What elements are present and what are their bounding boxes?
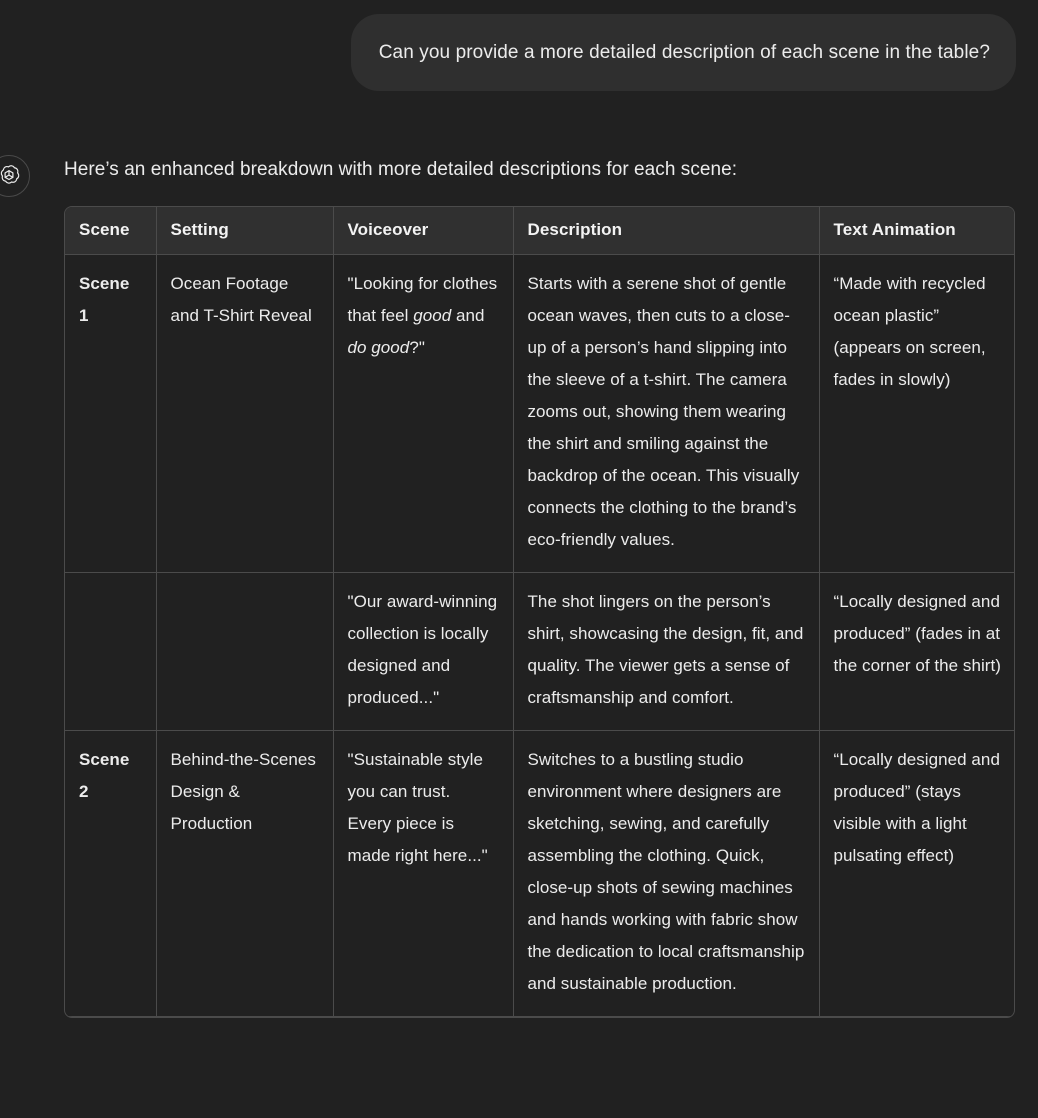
voiceover-text-prefix: "Looking for clothes that feel <box>347 274 498 325</box>
cell-text-animation: “Made with recycled ocean plastic” (appe… <box>819 254 1014 573</box>
cell-setting: Behind-the-Scenes Design & Production <box>156 730 334 1017</box>
table-body: Scene 1 Ocean Footage and T-Shirt Reveal… <box>65 254 1014 1017</box>
user-message-bubble[interactable]: Can you provide a more detailed descript… <box>350 14 1016 91</box>
column-header-scene: Scene <box>65 207 157 255</box>
cell-description: Switches to a bustling studio environmen… <box>513 730 820 1017</box>
column-header-description: Description <box>513 207 820 255</box>
assistant-message-row: Here’s an enhanced breakdown with more d… <box>0 155 1038 1018</box>
table-row: Scene 1 Ocean Footage and T-Shirt Reveal… <box>65 254 1014 573</box>
voiceover-emphasis-good: good <box>413 306 452 325</box>
cell-setting <box>156 572 334 731</box>
column-header-text-animation: Text Animation <box>819 207 1014 255</box>
table-header-row: Scene Setting Voiceover Description Text… <box>65 207 1014 255</box>
column-header-voiceover: Voiceover <box>333 207 514 255</box>
table-header: Scene Setting Voiceover Description Text… <box>65 207 1014 255</box>
voiceover-text-mid: and <box>451 306 485 325</box>
cell-description: Starts with a serene shot of gentle ocea… <box>513 254 820 573</box>
cell-scene: Scene 2 <box>65 730 157 1017</box>
cell-text-animation: “Locally designed and produced” (stays v… <box>819 730 1014 1017</box>
assistant-body: Here’s an enhanced breakdown with more d… <box>64 155 1016 1018</box>
voiceover-emphasis-do-good: do good <box>347 338 410 357</box>
cell-voiceover: "Sustainable style you can trust. Every … <box>333 730 514 1017</box>
scene-table: Scene Setting Voiceover Description Text… <box>65 207 1014 1017</box>
cell-voiceover: "Our award-winning collection is locally… <box>333 572 514 731</box>
voiceover-text-suffix: ?" <box>409 338 425 357</box>
cell-scene <box>65 572 157 731</box>
assistant-avatar <box>0 155 30 197</box>
cell-voiceover: "Looking for clothes that feel good and … <box>333 254 514 573</box>
cell-text-animation: “Locally designed and produced” (fades i… <box>819 572 1014 731</box>
assistant-intro-text: Here’s an enhanced breakdown with more d… <box>64 159 738 180</box>
openai-logo-icon <box>0 163 22 189</box>
cell-scene: Scene 1 <box>65 254 157 573</box>
scene-table-container: Scene Setting Voiceover Description Text… <box>64 206 1015 1018</box>
cell-setting: Ocean Footage and T-Shirt Reveal <box>156 254 334 573</box>
cell-description: The shot lingers on the person’s shirt, … <box>513 572 820 731</box>
table-row: Scene 2 Behind-the-Scenes Design & Produ… <box>65 730 1014 1017</box>
column-header-setting: Setting <box>156 207 334 255</box>
user-message-row: Can you provide a more detailed descript… <box>0 14 1038 91</box>
table-row: "Our award-winning collection is locally… <box>65 572 1014 731</box>
